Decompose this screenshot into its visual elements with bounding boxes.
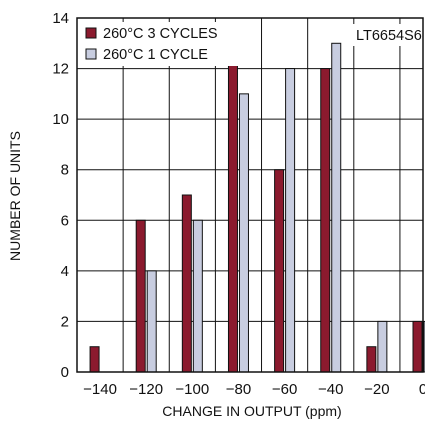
bar-3-cycles xyxy=(227,42,238,373)
x-tick-label: −40 xyxy=(318,381,343,398)
bar-3-cycles xyxy=(366,346,377,373)
bar-3-cycles xyxy=(89,346,100,373)
legend-swatch-1-cycle xyxy=(85,48,97,60)
y-tick-label: 6 xyxy=(61,212,69,229)
legend-background xyxy=(80,22,246,66)
x-tick-label: 0 xyxy=(419,381,425,398)
x-tick-label: −120 xyxy=(129,381,163,398)
grid-lines xyxy=(77,18,423,372)
x-tick-labels: −140 −120 −100 −80 −60 −40 −20 0 xyxy=(83,381,425,398)
bar-1-cycle xyxy=(331,42,342,373)
part-label-background xyxy=(352,24,422,46)
x-axis-title: CHANGE IN OUTPUT (ppm) xyxy=(162,403,341,419)
bar-1-cycle xyxy=(192,219,203,373)
x-tick-label: −60 xyxy=(272,381,297,398)
bar-3-cycles xyxy=(181,194,192,373)
y-tick-label: 10 xyxy=(52,111,69,128)
legend-label-1-cycle: 260°C 1 CYCLE xyxy=(103,47,208,63)
x-tick-label: −100 xyxy=(175,381,209,398)
part-number-label: LT6654S6 xyxy=(356,28,422,44)
y-tick-label: 12 xyxy=(52,61,69,78)
bar-3-cycles xyxy=(412,320,423,373)
bar-3-cycles xyxy=(135,219,146,373)
y-tick-label: 4 xyxy=(61,263,69,280)
bar-3-cycles xyxy=(320,68,331,373)
x-tick-label: −140 xyxy=(83,381,117,398)
bar-1-cycle xyxy=(377,320,388,373)
bar-1-cycle xyxy=(285,68,296,373)
y-tick-label: 2 xyxy=(61,313,69,330)
y-tick-label: 8 xyxy=(61,162,69,179)
legend: 260°C 3 CYCLES 260°C 1 CYCLE xyxy=(80,22,246,66)
y-tick-label: 0 xyxy=(61,364,69,381)
x-tick-label: −20 xyxy=(364,381,389,398)
y-axis-title: NUMBER OF UNITS xyxy=(7,131,23,261)
bar-1-cycle xyxy=(146,270,157,373)
bar-1-cycle xyxy=(238,93,249,373)
plot-frame xyxy=(76,17,424,373)
legend-label-3-cycles: 260°C 3 CYCLES xyxy=(103,26,218,42)
bar-3-cycles xyxy=(274,169,285,373)
x-tick-label: −80 xyxy=(226,381,251,398)
y-tick-label: 14 xyxy=(52,10,69,27)
y-tick-labels: 0 2 4 6 8 10 12 14 xyxy=(52,10,69,381)
bars-group xyxy=(89,42,425,373)
legend-swatch-3-cycles xyxy=(85,27,97,39)
